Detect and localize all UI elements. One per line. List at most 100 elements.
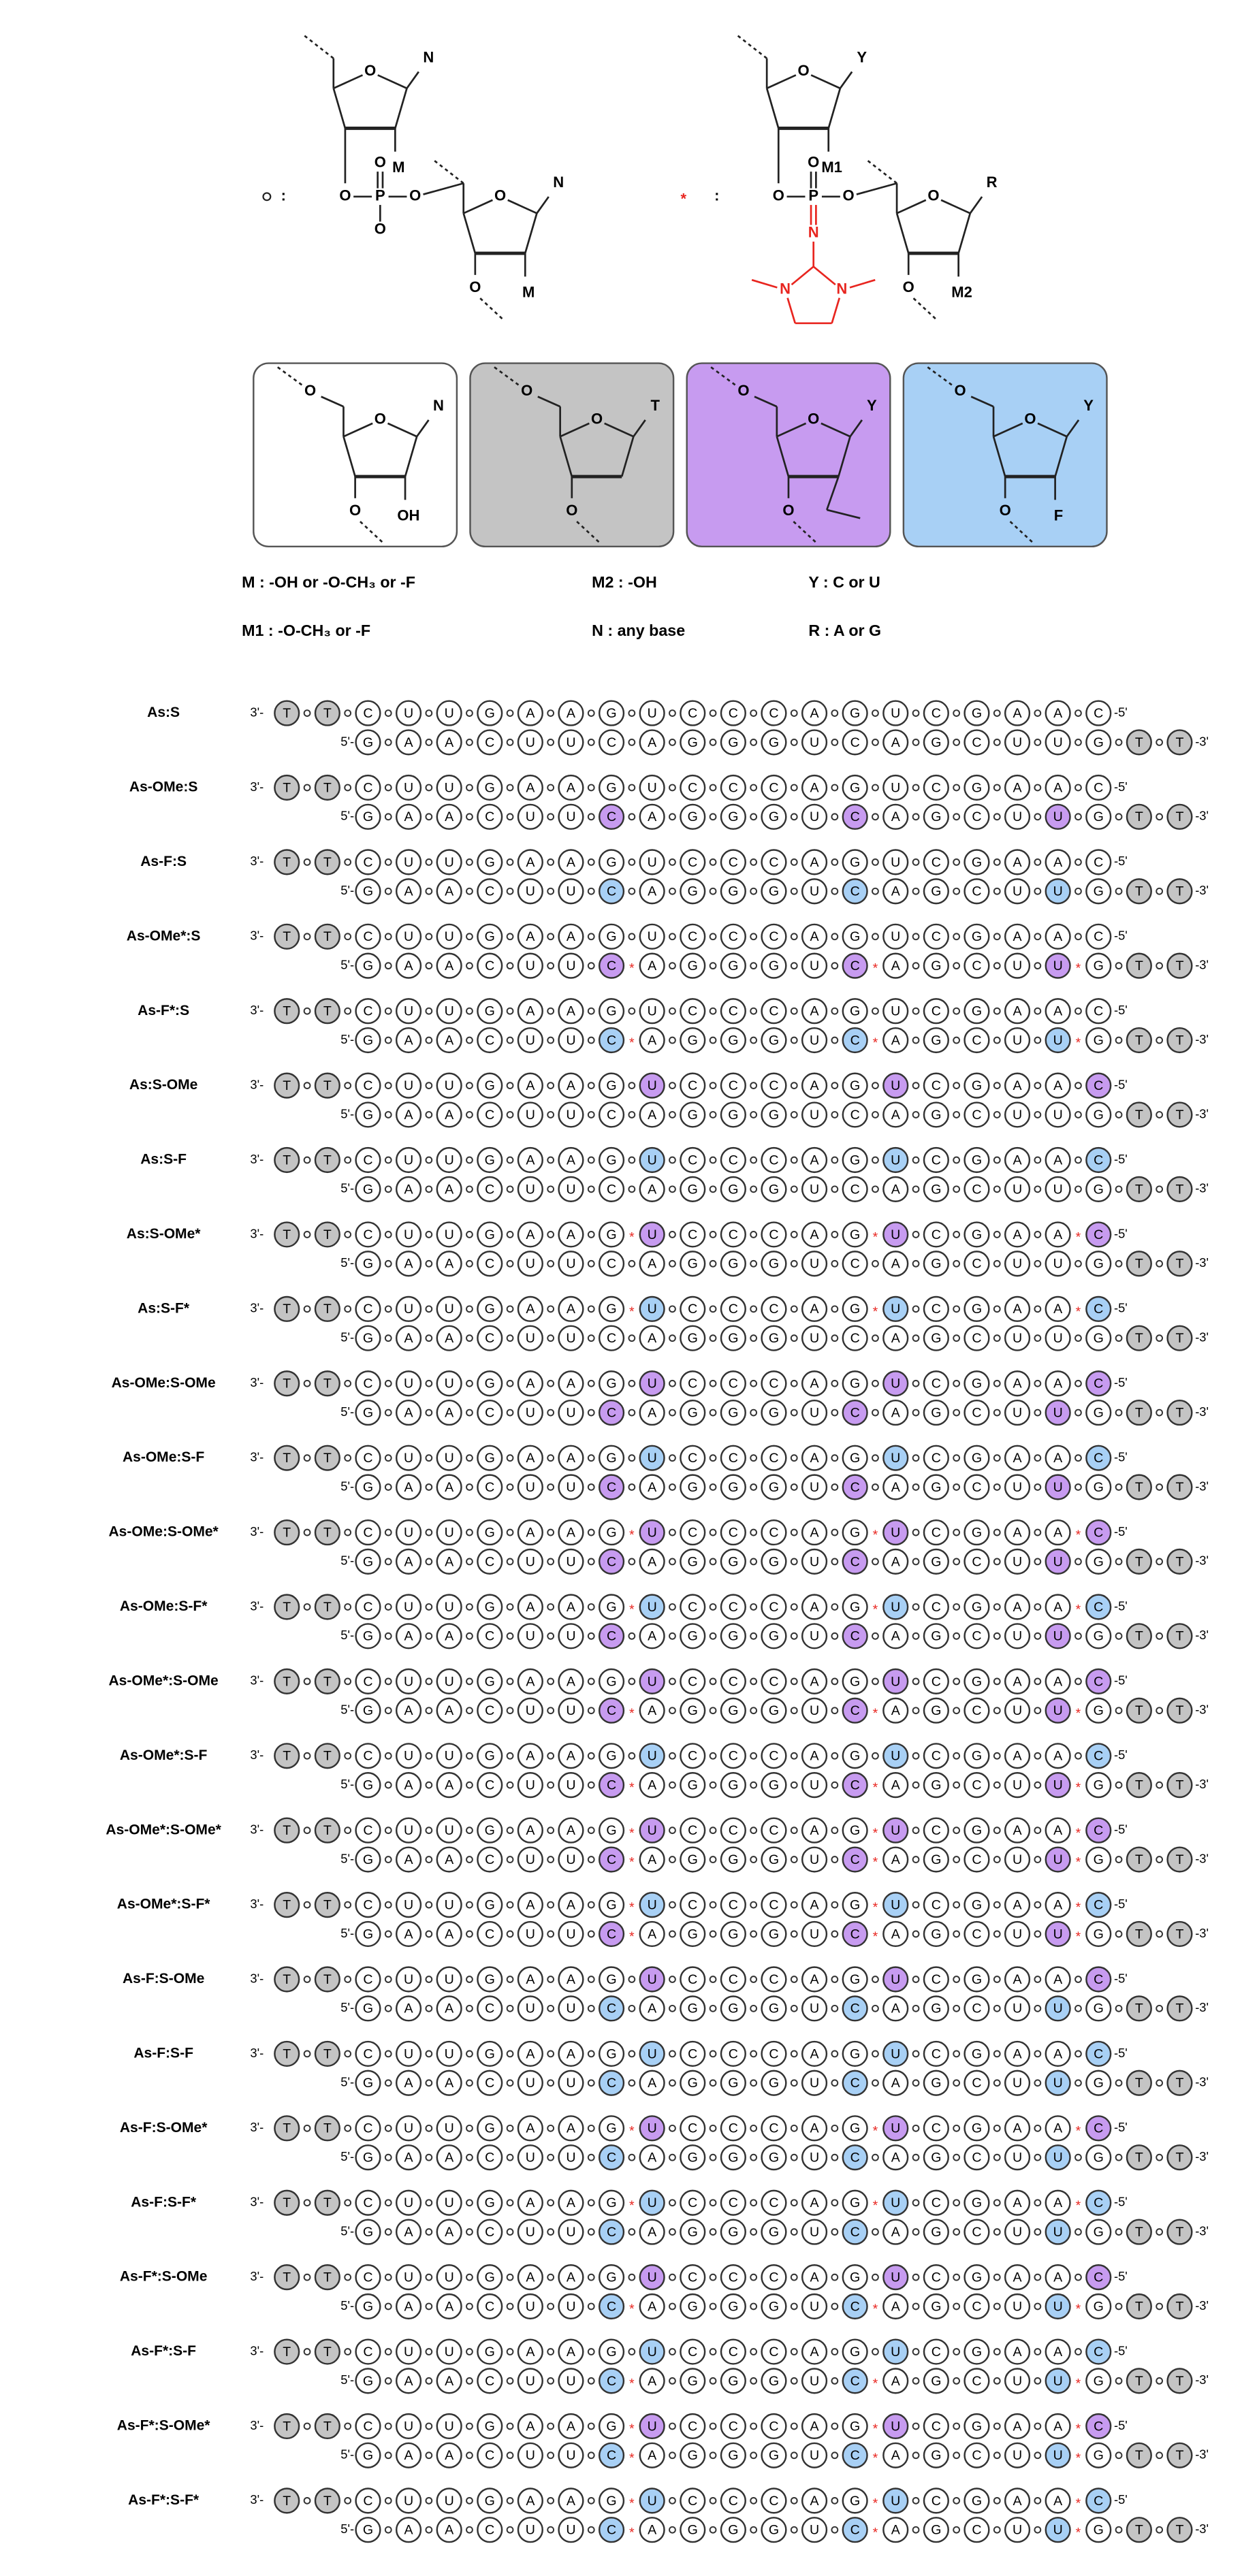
nucleotide-letter: T (323, 1302, 332, 1317)
nucleotide-letter: C (363, 1525, 372, 1540)
linkage (872, 2348, 879, 2355)
linkage (1034, 1156, 1042, 1164)
nucleotide-letter: C (363, 2195, 372, 2210)
linkage (466, 1528, 473, 1536)
linkage (709, 1259, 717, 1268)
nucleotide-letter: U (810, 2076, 819, 2091)
linkage (709, 2302, 717, 2311)
nucleotide-letter: C (1094, 2345, 1103, 2360)
nucleotide (395, 1295, 422, 1322)
bond (839, 71, 853, 89)
nucleotide (274, 1519, 300, 1546)
linkage (993, 739, 1001, 746)
duplex-name: As-F*:S (138, 1003, 189, 1018)
bond (332, 88, 347, 129)
nucleotide (639, 1176, 665, 1202)
nucleotide-letter: A (1013, 2195, 1023, 2210)
linkage (344, 2273, 352, 2281)
linkage (587, 1036, 595, 1044)
linkage (1034, 813, 1042, 821)
nucleotide (882, 849, 909, 875)
strand-end: 5'- (340, 1181, 354, 1195)
nucleotide-letter: C (850, 1703, 860, 1718)
bond (1009, 521, 1034, 544)
ring-oxygen: O (375, 410, 386, 428)
linkage (669, 1454, 676, 1462)
linkage (547, 887, 555, 895)
linkage (425, 2273, 433, 2281)
nucleotide-letter: C (688, 2270, 697, 2285)
linkage (466, 1901, 473, 1909)
linkage (384, 1379, 392, 1387)
linkage (628, 1334, 636, 1342)
nucleotide-letter: U (445, 929, 454, 944)
linkage (587, 1528, 595, 1536)
nucleotide-letter: C (363, 1153, 372, 1168)
nucleotide-letter: C (769, 1674, 778, 1689)
nucleotide (517, 952, 543, 979)
nucleotide (395, 774, 422, 801)
nucleotide-letter: U (566, 1778, 575, 1793)
nucleotide (477, 1548, 503, 1575)
linkage (466, 2496, 473, 2505)
linkage (709, 1036, 717, 1044)
linkage (831, 1334, 839, 1342)
nucleotide-letter: U (526, 2225, 535, 2240)
linkage (993, 2050, 1001, 2058)
nucleotide-letter: U (404, 2345, 413, 2360)
linkage (506, 1379, 514, 1387)
nucleotide (923, 700, 949, 726)
bond (576, 521, 601, 544)
nucleotide-letter: A (810, 1376, 820, 1391)
nucleotide-letter: C (972, 1703, 981, 1718)
nucleotide-letter: A (1013, 1525, 1023, 1540)
nucleotide-letter: C (688, 1897, 697, 1912)
linkage (669, 1781, 676, 1789)
nucleotide-letter: A (891, 2448, 901, 2463)
linkage (709, 887, 717, 895)
linkage (384, 2228, 392, 2236)
linkage-star: * (1076, 1780, 1081, 1795)
duplex-name: As-F*:S-F* (128, 2492, 200, 2508)
bond (537, 396, 561, 408)
nucleotide-letter: G (688, 1703, 698, 1718)
linkage (912, 2079, 920, 2087)
nucleotide-letter: T (283, 1749, 291, 1764)
nucleotide-letter: U (404, 1972, 413, 1987)
duplex-name: As-OMe:S-OMe* (108, 1524, 219, 1540)
linkage (506, 2124, 514, 2132)
nucleotide-letter: U (1053, 959, 1063, 973)
linkage (1115, 813, 1123, 821)
linkage (872, 1677, 879, 1686)
strand-end: 3'- (250, 1375, 264, 1389)
nucleotide-letter: U (526, 1182, 535, 1197)
nucleotide-letter: U (1053, 2001, 1063, 2016)
linkage (506, 1707, 514, 1715)
linkage (344, 1677, 352, 1686)
nucleotide-letter: G (363, 1554, 373, 1569)
nucleotide-letter: U (891, 1972, 900, 1987)
linkage (993, 1677, 1001, 1686)
linkage (790, 1305, 798, 1313)
linkage (953, 1036, 961, 1044)
nucleotide-letter: G (728, 1405, 738, 1420)
bond (838, 436, 851, 477)
nucleotide (1004, 1474, 1031, 1500)
nucleotide-letter: G (972, 929, 982, 944)
strand-end: 3'- (250, 2120, 264, 2134)
nucleotide-letter: T (1175, 2374, 1183, 2389)
linkage (790, 1111, 798, 1118)
nucleotide-letter: U (566, 2374, 575, 2389)
linkage (384, 1082, 392, 1090)
nucleotide-letter: C (769, 1153, 778, 1168)
linkage (1115, 1334, 1123, 1342)
nucleotide (1126, 1101, 1152, 1128)
nucleotide-letter: C (607, 2151, 616, 2166)
nucleotide-letter: C (363, 2121, 372, 2136)
nucleotide-letter: G (1094, 2374, 1104, 2389)
linkage (790, 1901, 798, 1909)
linkage (1034, 1528, 1042, 1536)
nucleotide-letter: C (688, 1376, 697, 1391)
linkage (1034, 709, 1042, 717)
nucleotide (477, 774, 503, 801)
